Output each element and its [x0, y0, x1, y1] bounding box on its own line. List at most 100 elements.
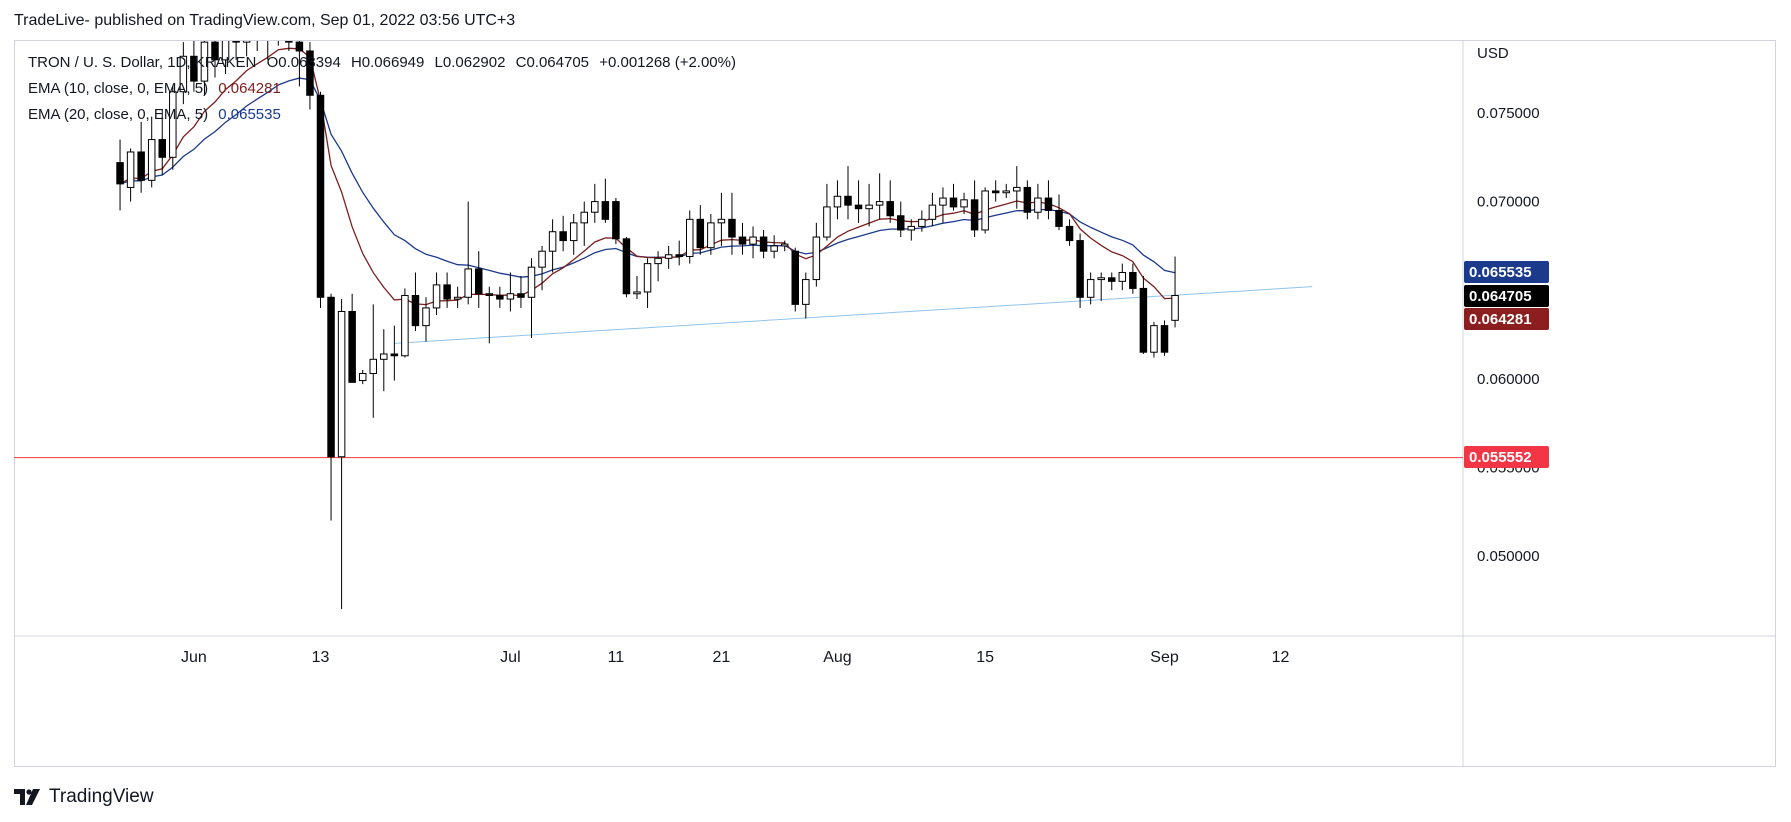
candle[interactable] — [475, 251, 483, 308]
candle[interactable] — [1139, 276, 1148, 354]
candle[interactable] — [960, 192, 968, 215]
candle[interactable] — [559, 215, 567, 252]
candle[interactable] — [221, 24, 230, 75]
candle[interactable] — [1065, 219, 1074, 246]
candle[interactable] — [211, 24, 219, 78]
trendline[interactable] — [394, 286, 1313, 344]
candle[interactable] — [622, 237, 631, 298]
candle[interactable] — [295, 33, 304, 87]
time-axis[interactable]: Jun 13 Jul 11 21 Aug 15 Sep 12 — [181, 649, 1290, 666]
candle[interactable] — [527, 258, 536, 339]
candle[interactable] — [158, 109, 166, 176]
candle[interactable] — [116, 139, 124, 211]
candle[interactable] — [453, 286, 462, 308]
candle[interactable] — [844, 166, 852, 220]
candle[interactable] — [485, 286, 494, 344]
candle[interactable] — [854, 180, 863, 223]
candle[interactable] — [749, 226, 757, 259]
candle[interactable] — [496, 286, 504, 308]
candle[interactable] — [686, 210, 694, 264]
candle[interactable] — [538, 245, 546, 291]
candle[interactable] — [654, 251, 662, 282]
candle[interactable] — [823, 183, 831, 241]
candle[interactable] — [791, 247, 799, 312]
candle[interactable] — [886, 180, 894, 223]
candle[interactable] — [728, 192, 736, 255]
candle[interactable] — [1034, 183, 1042, 220]
candle[interactable] — [443, 272, 451, 308]
chart-frame[interactable] — [14, 40, 1776, 767]
candle[interactable] — [265, 10, 272, 60]
candle[interactable] — [696, 205, 705, 255]
candle[interactable] — [254, 3, 261, 51]
candle[interactable] — [401, 288, 409, 358]
candle[interactable] — [675, 240, 683, 266]
candle[interactable] — [380, 329, 388, 392]
candle[interactable] — [1013, 166, 1021, 209]
candle[interactable] — [358, 369, 367, 385]
candle[interactable] — [949, 183, 958, 211]
candle[interactable] — [833, 180, 842, 220]
candle[interactable] — [275, 7, 282, 46]
candle[interactable] — [306, 42, 314, 110]
candle[interactable] — [316, 91, 325, 308]
candle[interactable] — [780, 240, 789, 252]
candle[interactable] — [1118, 263, 1127, 291]
candle[interactable] — [580, 201, 588, 246]
candle[interactable] — [126, 148, 135, 202]
candle[interactable] — [1160, 320, 1169, 356]
candle[interactable] — [1171, 256, 1179, 328]
candle[interactable] — [137, 121, 145, 193]
candle[interactable] — [1055, 194, 1063, 230]
candle[interactable] — [179, 42, 188, 105]
candle[interactable] — [1023, 180, 1032, 220]
candle[interactable] — [928, 192, 937, 227]
candle[interactable] — [569, 214, 578, 255]
candle[interactable] — [981, 187, 989, 234]
candle[interactable] — [717, 192, 726, 246]
candle[interactable] — [422, 297, 430, 342]
candle[interactable] — [1097, 272, 1105, 301]
candle[interactable] — [601, 178, 610, 223]
candle[interactable] — [802, 272, 810, 319]
candle[interactable] — [1044, 180, 1053, 220]
candle[interactable] — [1086, 272, 1095, 305]
candle[interactable] — [939, 187, 947, 223]
candle[interactable] — [390, 325, 399, 381]
candle[interactable] — [232, 16, 240, 60]
candle[interactable] — [348, 293, 356, 383]
candle[interactable] — [242, 7, 251, 57]
candle[interactable] — [907, 219, 916, 241]
plot-area[interactable] — [14, 3, 1463, 610]
candle[interactable] — [432, 272, 441, 316]
candle[interactable] — [1002, 183, 1010, 199]
candle[interactable] — [285, 3, 293, 51]
candle[interactable] — [865, 183, 873, 227]
candle[interactable] — [190, 33, 198, 92]
candle[interactable] — [897, 201, 905, 238]
candle[interactable] — [664, 245, 673, 269]
candle[interactable] — [643, 258, 652, 308]
candle[interactable] — [612, 198, 620, 245]
candle[interactable] — [548, 219, 557, 273]
candle[interactable] — [991, 180, 1000, 202]
candle[interactable] — [770, 235, 778, 259]
candle[interactable] — [369, 304, 377, 418]
candle[interactable] — [591, 183, 599, 223]
candle[interactable] — [812, 222, 821, 287]
candle[interactable] — [200, 33, 209, 96]
candle[interactable] — [738, 222, 747, 255]
candle[interactable] — [1150, 322, 1158, 358]
candle[interactable] — [327, 293, 335, 521]
footer-brand[interactable]: TradingView — [14, 786, 154, 808]
candle[interactable] — [1129, 263, 1137, 294]
candle[interactable] — [464, 201, 472, 305]
candle[interactable] — [633, 276, 641, 300]
symbol-legend[interactable]: TRON / U. S. Dollar, 1D, KRAKEN O0.06339… — [28, 54, 742, 71]
candle[interactable] — [506, 272, 515, 312]
candle[interactable] — [970, 180, 979, 238]
candle[interactable] — [147, 116, 156, 188]
candle[interactable] — [759, 229, 768, 259]
candle[interactable] — [169, 86, 177, 170]
